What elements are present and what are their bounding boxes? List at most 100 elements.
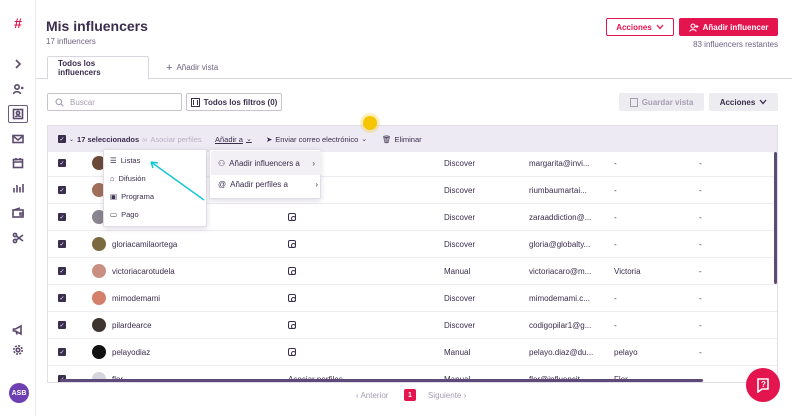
table-row[interactable]: ✓ victoriacarotudela Manual victoriacaro… [48, 258, 777, 285]
table-row[interactable]: ✓ pilardearce Discover codigopilar1@g...… [48, 312, 777, 339]
instagram-icon[interactable] [288, 348, 296, 356]
influencer-count: 17 influencers [46, 37, 96, 46]
username-cell[interactable]: pelayodiaz [112, 347, 151, 357]
instagram-icon[interactable] [288, 294, 296, 302]
table-row[interactable]: ✓ mimodemami Discover mimodemami.c... - … [48, 285, 777, 312]
avatar [92, 156, 106, 170]
source-cell: Manual [444, 347, 471, 357]
acciones-button[interactable]: Acciones [709, 93, 778, 111]
row-checkbox[interactable]: ✓ [58, 321, 66, 329]
menu-item-listas[interactable]: ☰ Listas [110, 156, 140, 165]
send-email-button[interactable]: ➤ Enviar correo electrónico ⌄ [266, 135, 367, 144]
chart-icon[interactable] [8, 179, 28, 197]
mail-icon[interactable] [8, 130, 28, 148]
next-page-button[interactable]: Siguiente › [428, 391, 467, 400]
vertical-scrollbar[interactable] [774, 152, 777, 284]
settings-icon[interactable] [8, 341, 28, 359]
save-view-button[interactable]: Guardar vista [619, 93, 704, 111]
table-row[interactable]: ✓ gloriacamilaortega Discover gloria@glo… [48, 231, 777, 258]
influencers-icon[interactable] [8, 105, 28, 123]
users-icon: ⚇ [218, 158, 226, 168]
name-cell: - [614, 212, 617, 222]
prev-page-label: Anterior [360, 391, 389, 400]
chevron-down-icon [759, 99, 767, 105]
row-checkbox[interactable]: ✓ [58, 159, 66, 167]
instagram-icon[interactable] [288, 321, 296, 329]
menu-item-programa-label: Programa [121, 192, 155, 201]
username-cell[interactable]: mimodemami [112, 293, 161, 303]
tab-add-view[interactable]: + Añadir vista [156, 56, 228, 79]
tab-add-view-label: Añadir vista [176, 63, 219, 72]
row-checkbox[interactable]: ✓ [58, 294, 66, 302]
email-cell: riumbaumartai... [529, 185, 587, 195]
user-icon[interactable] [8, 80, 28, 98]
username-cell[interactable]: gloriacamilaortega [112, 239, 178, 249]
instagram-icon[interactable] [288, 267, 296, 275]
megaphone-icon[interactable] [8, 321, 28, 339]
name-cell: - [614, 239, 617, 249]
email-cell: zaraaddiction@... [529, 212, 592, 222]
cursor-highlight [363, 116, 377, 130]
help-button[interactable]: ? [746, 368, 780, 402]
menu-item-anadir-perfiles[interactable]: @ Añadir perfiles a › [218, 180, 318, 189]
prev-page-button[interactable]: ‹ Anterior [356, 391, 389, 400]
acciones-top-label: Acciones [616, 22, 652, 32]
user-avatar[interactable]: ASB [9, 383, 29, 403]
asociar-perfiles-cell[interactable]: Asociar perfiles [288, 375, 343, 383]
anadir-a-button[interactable]: Añadir a ⌄ [215, 135, 252, 144]
acciones-label: Acciones [719, 97, 756, 107]
program-icon: ▣ [110, 192, 118, 201]
table-row[interactable]: ✓ Discover margarita@invi... - - [48, 150, 777, 177]
check-icon: ✓ [58, 135, 66, 143]
menu-item-anadir-influencers-label: Añadir influencers a [229, 158, 300, 168]
username-cell[interactable]: victoriacarotudela [112, 266, 175, 276]
horizontal-scrollbar[interactable] [60, 379, 703, 382]
wallet-icon[interactable] [8, 204, 28, 222]
source-cell: Manual [444, 375, 470, 383]
menu-item-anadir-influencers[interactable]: ⚇ Añadir influencers a › [211, 151, 321, 175]
payment-icon: ▭ [110, 210, 118, 219]
search-input[interactable]: Buscar [47, 93, 182, 111]
row-checkbox[interactable]: ✓ [58, 213, 66, 221]
row-checkbox[interactable]: ✓ [58, 348, 66, 356]
extra-cell: - [699, 347, 702, 357]
menu-item-pago[interactable]: ▭ Pago [110, 210, 139, 219]
menu-item-programa[interactable]: ▣ Programa [110, 192, 154, 201]
svg-text:?: ? [761, 380, 766, 389]
menu-item-difusion[interactable]: ⌂ Difusión [110, 174, 146, 183]
menu-item-difusion-label: Difusión [118, 174, 146, 183]
scissors-icon[interactable] [8, 229, 28, 247]
table-row[interactable]: ✓ pelayodiaz Manual pelayo.diaz@du... pe… [48, 339, 777, 366]
calendar-icon[interactable] [8, 154, 28, 172]
select-all-checkbox[interactable]: ✓ ⌄ 17 seleccionados [58, 135, 139, 144]
extra-cell: - [699, 239, 702, 249]
add-influencer-button[interactable]: Añadir influencer [679, 18, 778, 36]
username-cell[interactable]: pilardearce [112, 320, 152, 330]
row-checkbox[interactable]: ✓ [58, 267, 66, 275]
table-row[interactable]: ✓ Discover riumbaumartai... - - [48, 177, 777, 204]
name-cell: - [614, 158, 617, 168]
asociar-perfiles-button[interactable]: ∞ Asociar perfiles [142, 135, 202, 144]
username-cell[interactable]: flor [112, 375, 123, 383]
row-checkbox[interactable]: ✓ [58, 186, 66, 194]
current-page[interactable]: 1 [404, 389, 416, 401]
extra-cell: - [699, 320, 702, 330]
chevron-right-icon: › [312, 158, 315, 168]
email-cell: pelayo.diaz@du... [529, 347, 594, 357]
remaining-count: 83 influencers restantes [693, 40, 778, 49]
at-icon: @ [218, 180, 227, 189]
acciones-top-button[interactable]: Acciones [606, 18, 674, 36]
instagram-icon[interactable] [288, 240, 296, 248]
all-filters-button[interactable]: Todos los filtros (0) [186, 93, 282, 111]
row-checkbox[interactable]: ✓ [58, 240, 66, 248]
table-row[interactable]: ✓ Discover zaraaddiction@... - - [48, 204, 777, 231]
logo[interactable]: # [14, 15, 22, 31]
email-cell: mimodemami.c... [529, 293, 590, 303]
source-cell: Discover [444, 158, 476, 168]
delete-button[interactable]: 🗑 Eliminar [382, 135, 422, 144]
instagram-icon[interactable] [288, 213, 296, 221]
asociar-perfiles-label: Asociar perfiles [150, 134, 202, 144]
expand-icon[interactable] [8, 55, 28, 73]
tab-todos-los-influencers[interactable]: Todos los influencers [47, 56, 149, 80]
extra-cell: - [699, 185, 702, 195]
